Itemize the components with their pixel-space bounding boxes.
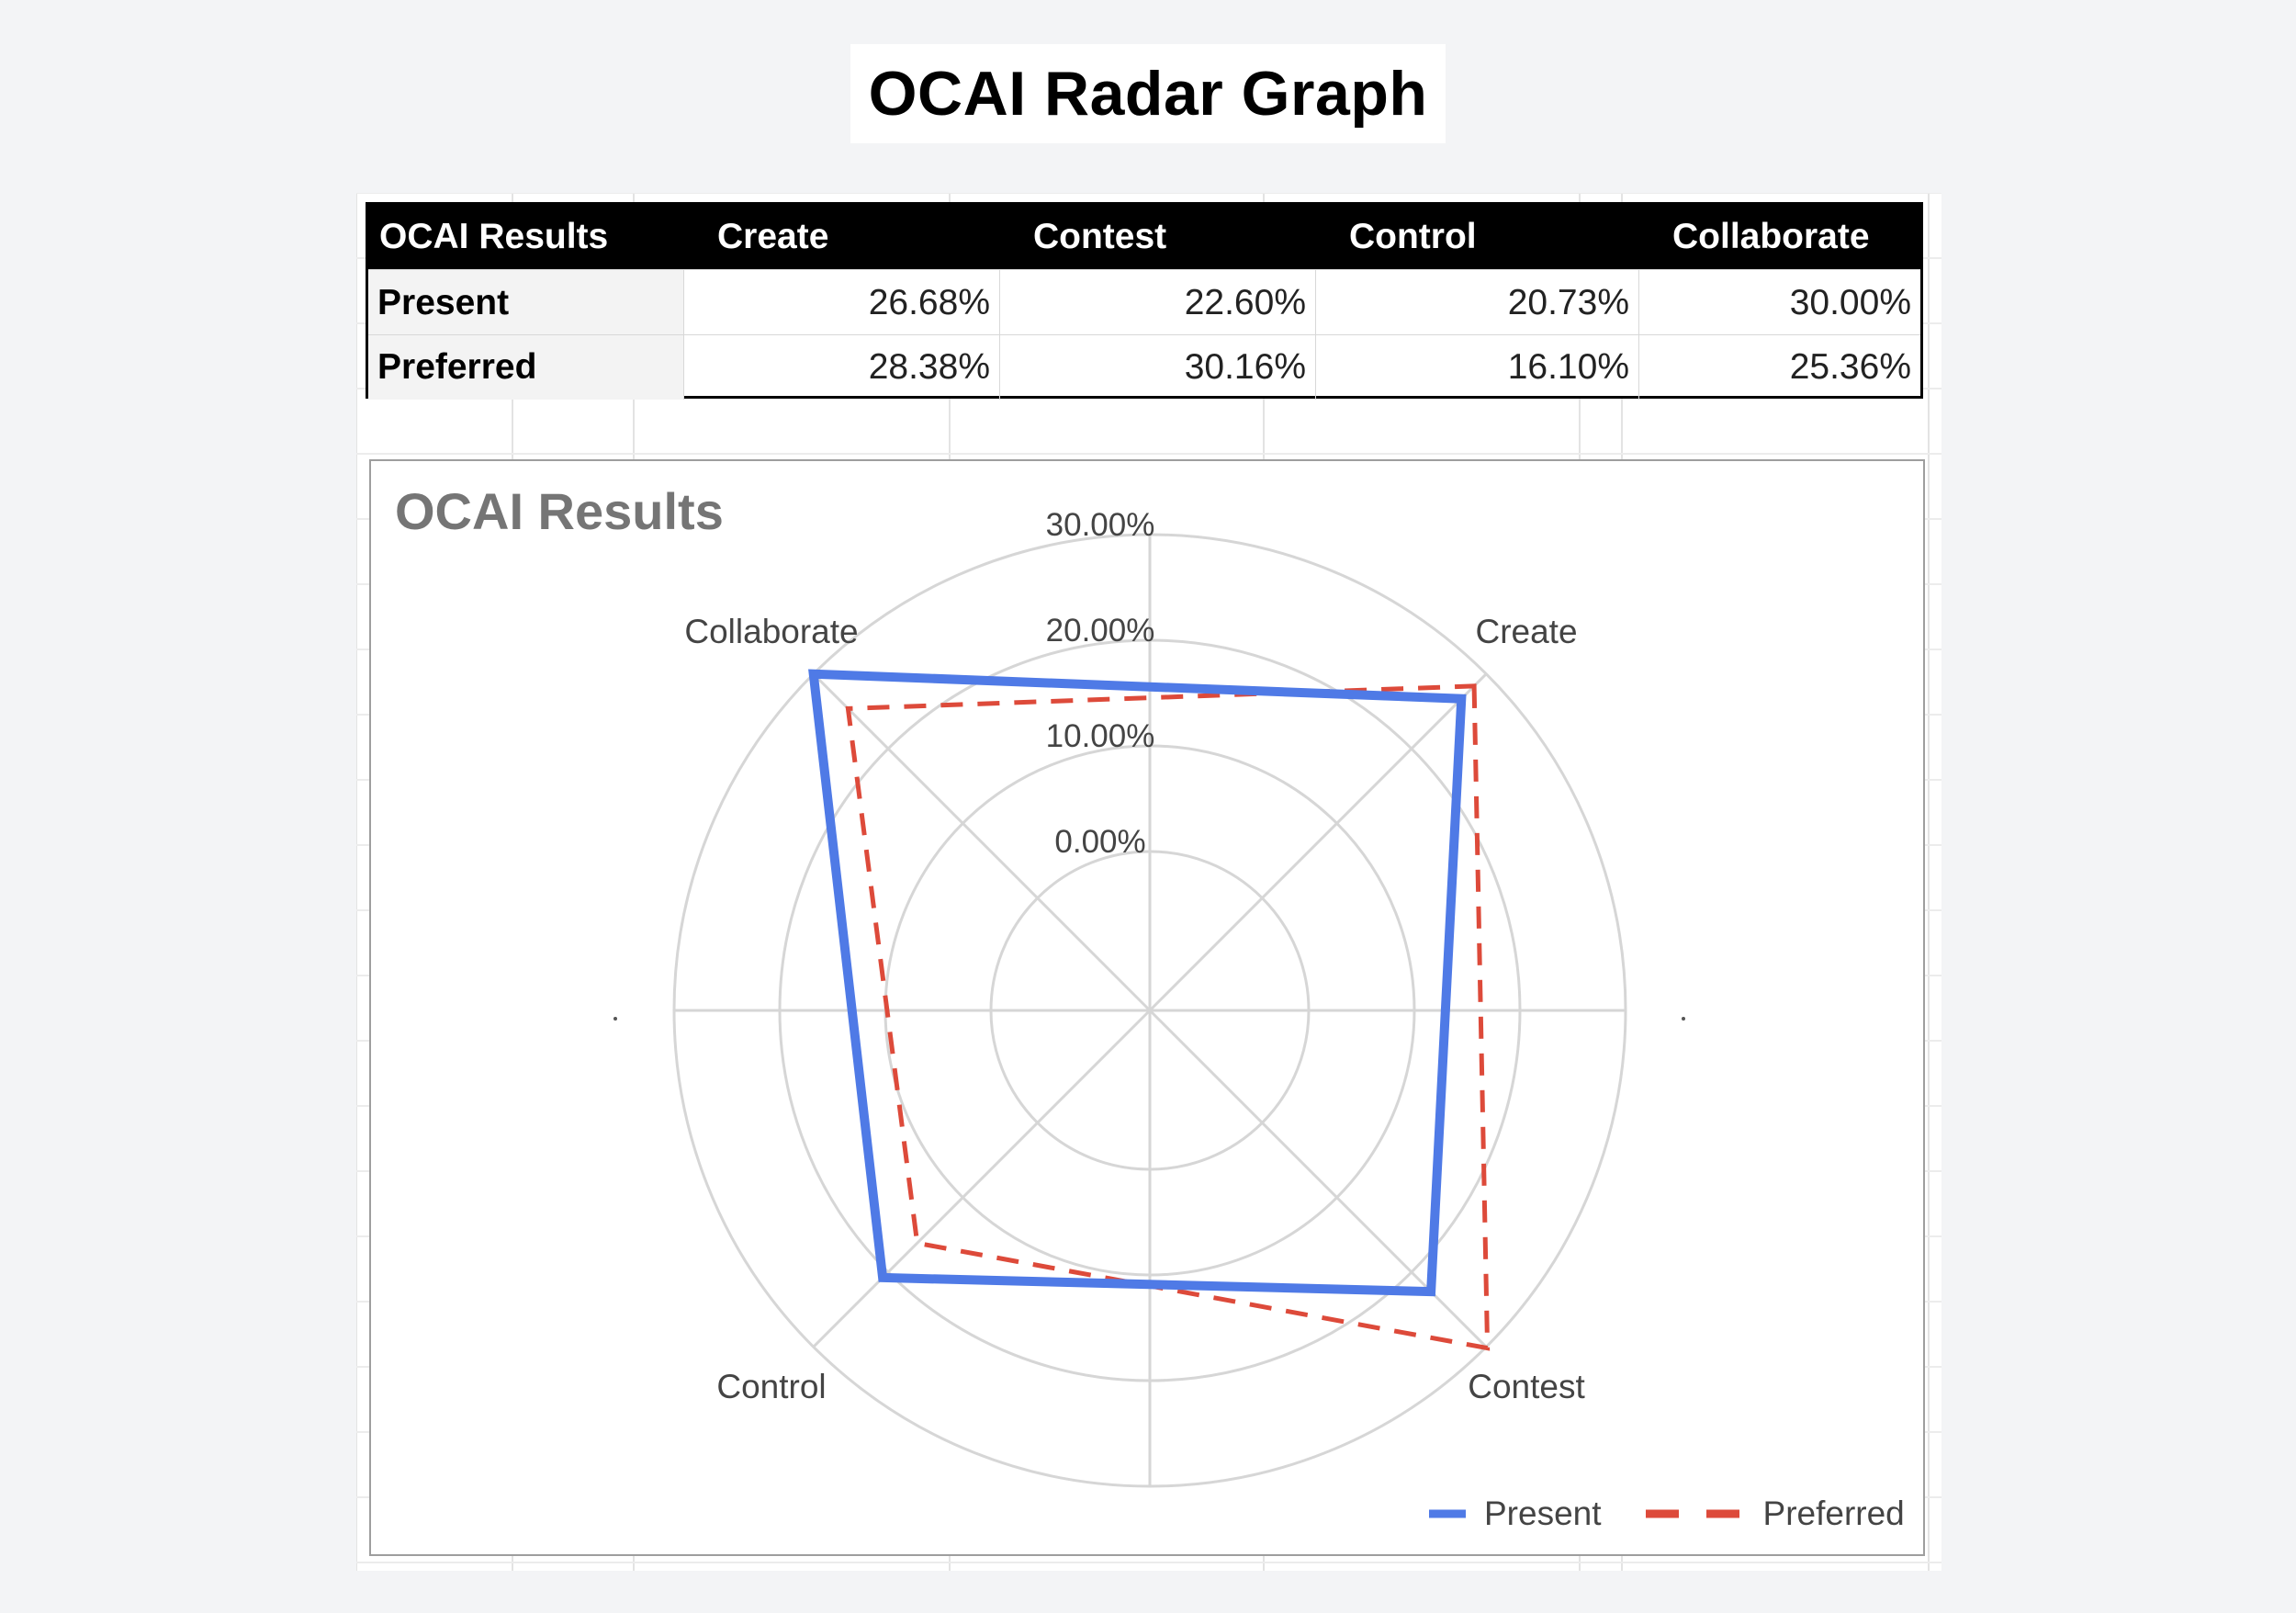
table-cell[interactable]: 30.16%: [1000, 335, 1316, 400]
legend-label-preferred: Preferred: [1762, 1495, 1905, 1532]
grid-spoke: [812, 1009, 1152, 1348]
table-header-row: OCAI Results Create Contest Control Coll…: [368, 205, 1920, 269]
table-header-cell[interactable]: Collaborate: [1672, 217, 1870, 256]
row-label[interactable]: Preferred: [368, 335, 684, 400]
tick-label: 10.00%: [1046, 718, 1155, 754]
legend-label-present: Present: [1484, 1495, 1602, 1532]
table-cell[interactable]: 22.60%: [1000, 270, 1316, 335]
legend-swatch-preferred: [1645, 1509, 1745, 1518]
table-row: Preferred 28.38% 30.16% 16.10% 25.36%: [368, 334, 1920, 400]
tick-label: 30.00%: [1046, 507, 1155, 543]
table-cell[interactable]: 25.36%: [1789, 347, 1911, 387]
table-cell[interactable]: 16.10%: [1316, 335, 1639, 400]
legend-swatch-present: [1429, 1509, 1466, 1518]
grid-spoke: [812, 672, 1152, 1012]
axis-dot: [613, 1017, 617, 1021]
table-header-cell[interactable]: OCAI Results: [379, 217, 609, 256]
results-table: OCAI Results Create Contest Control Coll…: [366, 202, 1923, 400]
category-label: Control: [716, 1368, 826, 1405]
table-cell[interactable]: 20.73%: [1316, 270, 1639, 335]
table-cell[interactable]: 30.00%: [1789, 282, 1911, 322]
tick-label: 20.00%: [1046, 613, 1155, 649]
row-label[interactable]: Present: [368, 270, 684, 335]
axis-dot: [1682, 1017, 1685, 1021]
table-header-cell[interactable]: Contest: [1033, 217, 1167, 256]
chart-legend: Present Preferred: [1429, 1488, 1949, 1540]
category-label: Contest: [1468, 1368, 1585, 1405]
grid-spoke: [1148, 672, 1488, 1012]
category-label: Create: [1475, 613, 1577, 650]
table-cell[interactable]: 28.38%: [684, 335, 1000, 400]
category-label: Collaborate: [684, 613, 858, 650]
table-row: Present 26.68% 22.60% 20.73% 30.00%: [368, 269, 1920, 335]
tick-label: 0.00%: [1054, 824, 1145, 860]
table-header-cell[interactable]: Control: [1349, 217, 1477, 256]
page-title-box: OCAI Radar Graph: [850, 44, 1446, 143]
table-header-cell[interactable]: Create: [717, 217, 829, 256]
chart-title: OCAI Results: [395, 482, 724, 540]
series-preferred: [845, 683, 1491, 1351]
page-title: OCAI Radar Graph: [868, 59, 1428, 129]
legend-item-present[interactable]: Present: [1429, 1495, 1602, 1533]
table-cell[interactable]: 26.68%: [684, 270, 1000, 335]
series-present: [808, 669, 1467, 1297]
legend-item-preferred[interactable]: Preferred: [1645, 1495, 1905, 1533]
